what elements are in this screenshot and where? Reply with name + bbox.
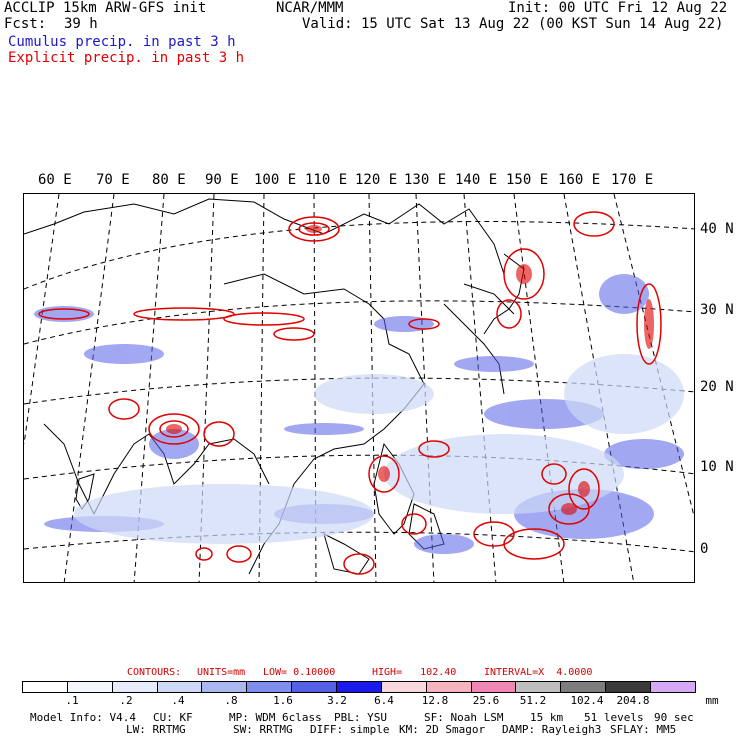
lon-label-60e: 60 E bbox=[38, 172, 72, 188]
colorbar-tick: .8 bbox=[224, 694, 238, 707]
forecast-hour-value: 39 h bbox=[64, 16, 98, 32]
colorbar-tick: 12.8 bbox=[421, 694, 449, 707]
model-info-sw: SW: RRTMG bbox=[233, 723, 293, 736]
colorbar-segment bbox=[67, 682, 113, 692]
model-info-km: KM: 2D Smagor bbox=[399, 723, 486, 736]
colorbar-tick: 1.6 bbox=[273, 694, 293, 707]
colorbar-segment bbox=[651, 682, 695, 692]
model-info-sf: SF: Noah LSM bbox=[424, 711, 504, 724]
lon-label-130e: 130 E bbox=[404, 172, 447, 188]
contours-high: HIGH= 102.40 bbox=[372, 667, 457, 678]
model-info-damp: DAMP: Rayleigh3 bbox=[502, 723, 602, 736]
colorbar-tick: .1 bbox=[65, 694, 79, 707]
precip-colorbar bbox=[22, 681, 696, 693]
colorbar-segment bbox=[157, 682, 203, 692]
lon-label-80e: 80 E bbox=[152, 172, 186, 188]
model-info-version: Model Info: V4.4 bbox=[30, 711, 136, 724]
lon-label-100e: 100 E bbox=[254, 172, 297, 188]
lon-label-110e: 110 E bbox=[305, 172, 348, 188]
model-info-mp: MP: WDM 6class bbox=[229, 711, 322, 724]
lat-label-0: 0 bbox=[700, 541, 709, 557]
colorbar-tick: 51.2 bbox=[519, 694, 547, 707]
colorbar-tick: .2 bbox=[119, 694, 133, 707]
model-info-levels: 51 levels bbox=[584, 711, 644, 724]
center-label: NCAR/MMM bbox=[276, 0, 344, 16]
lat-label-20n: 20 N bbox=[700, 379, 734, 395]
colorbar-tick: 6.4 bbox=[374, 694, 394, 707]
map-graphics bbox=[24, 194, 694, 582]
valid-time: Valid: 15 UTC Sat 13 Aug 22 (00 KST Sun … bbox=[302, 16, 724, 32]
colorbar-segment bbox=[381, 682, 427, 692]
lon-label-90e: 90 E bbox=[205, 172, 239, 188]
model-info-timestep: 90 sec bbox=[654, 711, 694, 724]
lon-label-160e: 160 E bbox=[558, 172, 601, 188]
colorbar-segment bbox=[23, 682, 68, 692]
colorbar-tick: 25.6 bbox=[472, 694, 500, 707]
init-time: Init: 00 UTC Fri 12 Aug 22 bbox=[508, 0, 728, 16]
model-info-resolution: 15 km bbox=[530, 711, 564, 724]
lat-label-40n: 40 N bbox=[700, 221, 734, 237]
explicit-legend: Explicit precip. in past 3 h bbox=[8, 50, 245, 66]
lon-label-170e: 170 E bbox=[611, 172, 654, 188]
precip-map bbox=[23, 193, 695, 583]
colorbar-segment bbox=[112, 682, 158, 692]
lon-label-140e: 140 E bbox=[455, 172, 498, 188]
colorbar-tick: 204.8 bbox=[616, 694, 650, 707]
forecast-hour-label: Fcst: bbox=[4, 16, 47, 32]
contours-interval: INTERVAL=X 4.0000 bbox=[484, 667, 593, 678]
cumulus-legend: Cumulus precip. in past 3 h bbox=[8, 34, 236, 50]
colorbar-segment bbox=[292, 682, 338, 692]
colorbar-segment bbox=[337, 682, 382, 692]
colorbar-segment bbox=[561, 682, 607, 692]
contours-label: CONTOURS: bbox=[127, 667, 182, 678]
colorbar-segment bbox=[426, 682, 472, 692]
colorbar-segment bbox=[606, 682, 652, 692]
model-info-cu: CU: KF bbox=[153, 711, 193, 724]
contours-units: UNITS=mm bbox=[197, 667, 246, 678]
explicit-precip-fill bbox=[166, 225, 654, 515]
model-info-sflay: SFLAY: MM5 bbox=[610, 723, 677, 736]
colorbar-tick: 3.2 bbox=[327, 694, 347, 707]
lat-label-30n: 30 N bbox=[700, 302, 734, 318]
model-title: ACCLIP 15km ARW-GFS init bbox=[4, 0, 207, 16]
lon-label-120e: 120 E bbox=[355, 172, 398, 188]
model-info-pbl: PBL: YSU bbox=[334, 711, 387, 724]
explicit-precip bbox=[38, 211, 662, 575]
colorbar-segment bbox=[202, 682, 248, 692]
contours-low: LOW= 0.10000 bbox=[263, 667, 336, 678]
colorbar-segment bbox=[471, 682, 517, 692]
colorbar-segment bbox=[247, 682, 293, 692]
lon-label-70e: 70 E bbox=[96, 172, 130, 188]
model-info-diff: DIFF: simple bbox=[310, 723, 390, 736]
colorbar-tick: 102.4 bbox=[570, 694, 604, 707]
colorbar-segment bbox=[516, 682, 562, 692]
colorbar-unit: mm bbox=[705, 694, 719, 707]
lat-label-10n: 10 N bbox=[700, 459, 734, 475]
lon-label-150e: 150 E bbox=[506, 172, 549, 188]
model-info-lw: LW: RRTMG bbox=[126, 723, 186, 736]
colorbar-tick: .4 bbox=[171, 694, 185, 707]
